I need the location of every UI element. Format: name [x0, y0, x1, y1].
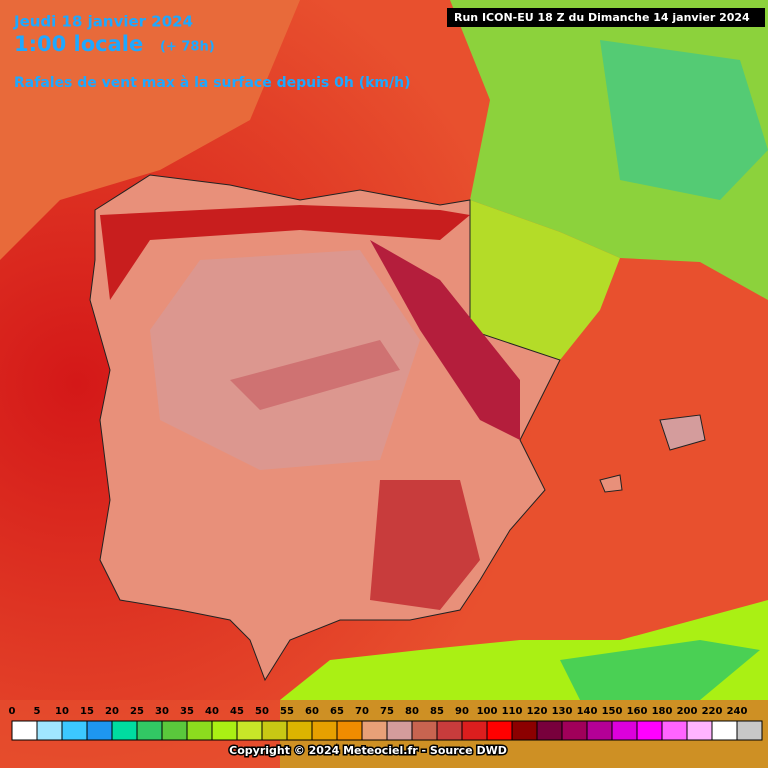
ebro — [470, 200, 620, 360]
map-title: Rafales de vent max à la surface depuis … — [14, 75, 410, 91]
legend-tick-label: 90 — [455, 706, 469, 717]
legend-tick-label: 75 — [380, 706, 394, 717]
legend-swatch — [736, 720, 763, 741]
legend-tick-label: 70 — [355, 706, 369, 717]
legend-tick-label: 0 — [9, 706, 16, 717]
legend-tick-label: 40 — [205, 706, 219, 717]
legend-swatch — [361, 720, 388, 741]
legend-tick-label: 85 — [430, 706, 444, 717]
legend-tick-label: 60 — [305, 706, 319, 717]
mallorca — [659, 414, 706, 451]
legend-tick-label: 220 — [702, 706, 723, 717]
legend-swatch — [61, 720, 88, 741]
legend-swatch — [561, 720, 588, 741]
legend-swatch — [711, 720, 738, 741]
legend-swatch — [136, 720, 163, 741]
legend-swatch — [111, 720, 138, 741]
lead-time: (+ 78h) — [160, 40, 215, 55]
legend-swatch — [11, 720, 38, 741]
legend-swatch — [536, 720, 563, 741]
legend-tick-label: 45 — [230, 706, 244, 717]
legend-swatch — [461, 720, 488, 741]
legend-tick-label: 200 — [677, 706, 698, 717]
legend-swatch — [486, 720, 513, 741]
date: Jeudi 18 janvier 2024 — [13, 13, 193, 31]
legend-swatch — [186, 720, 213, 741]
legend-swatch — [636, 720, 663, 741]
legend-tick-label: 25 — [130, 706, 144, 717]
legend-tick-label: 30 — [155, 706, 169, 717]
legend-swatch — [511, 720, 538, 741]
legend-swatch — [261, 720, 288, 741]
legend-tick-label: 80 — [405, 706, 419, 717]
south-ridge — [370, 480, 480, 610]
legend-tick-label: 100 — [477, 706, 498, 717]
bay-area — [0, 0, 300, 260]
legend-swatch — [286, 720, 313, 741]
legend-tick-label: 35 — [180, 706, 194, 717]
legend-swatch — [86, 720, 113, 741]
legend-swatch — [411, 720, 438, 741]
legend-tick-label: 15 — [80, 706, 94, 717]
legend-tick-label: 180 — [652, 706, 673, 717]
legend-tick-label: 120 — [527, 706, 548, 717]
north-ridge — [100, 205, 470, 300]
legend: 0 5 10 15 20 25 30 35 40 45 50 55 60 65 70 75 80 85 90 100 1… — [9, 706, 763, 741]
legend-tick-label: 240 — [727, 706, 748, 717]
legend-swatch — [161, 720, 188, 741]
legend-tick-label: 150 — [602, 706, 623, 717]
legend-swatch — [236, 720, 263, 741]
legend-tick-label: 10 — [55, 706, 69, 717]
legend-swatch — [436, 720, 463, 741]
france-calm — [600, 40, 768, 200]
legend-swatch — [611, 720, 638, 741]
iberic-ridge — [370, 240, 520, 440]
legend-tick-label: 140 — [577, 706, 598, 717]
legend-swatch — [336, 720, 363, 741]
legend-tick-label: 110 — [502, 706, 523, 717]
legend-tick-label: 130 — [552, 706, 573, 717]
ibiza — [599, 474, 623, 493]
legend-tick-label: 5 — [34, 706, 41, 717]
run-info: Run ICON-EU 18 Z du Dimanche 14 janvier … — [454, 11, 750, 24]
legend-swatch — [586, 720, 613, 741]
meseta — [150, 250, 420, 470]
legend-tick-label: 160 — [627, 706, 648, 717]
legend-swatch — [386, 720, 413, 741]
legend-swatch — [686, 720, 713, 741]
legend-tick-label: 50 — [255, 706, 269, 717]
legend-swatch — [311, 720, 338, 741]
legend-swatch — [211, 720, 238, 741]
legend-swatch — [36, 720, 63, 741]
legend-tick-label: 65 — [330, 706, 344, 717]
atlas — [560, 640, 760, 700]
legend-tick-label: 20 — [105, 706, 119, 717]
time: 1:00 locale — [14, 32, 143, 56]
copyright: Copyright © 2024 Meteociel.fr - Source D… — [229, 744, 507, 757]
run-box — [447, 8, 765, 27]
legend-swatch — [661, 720, 688, 741]
legend-tick-label: 55 — [280, 706, 294, 717]
